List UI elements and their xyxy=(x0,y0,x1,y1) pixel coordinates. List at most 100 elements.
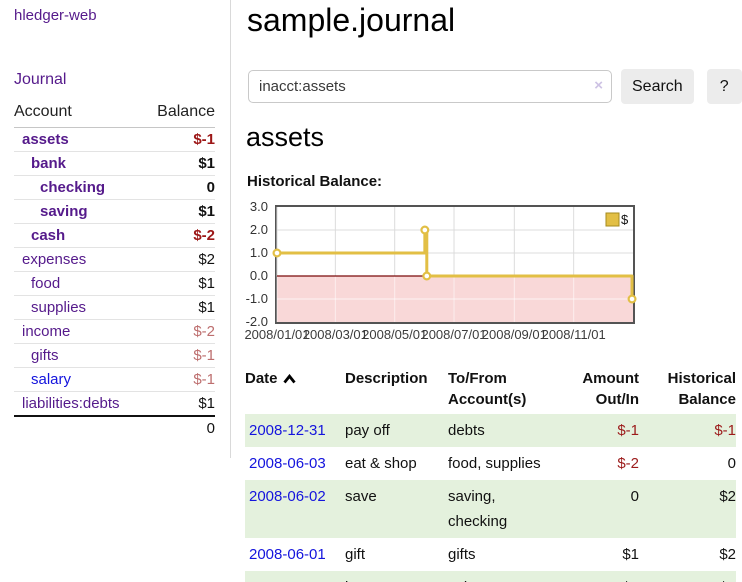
balance-chart[interactable]: $ xyxy=(272,205,637,324)
account-link-gifts[interactable]: gifts xyxy=(31,347,59,364)
transaction-balance: $2 xyxy=(719,546,736,563)
y-tick-label: 1.0 xyxy=(249,245,268,260)
transaction-description: gift xyxy=(345,546,366,563)
transaction-date-link[interactable]: 2008-06-02 xyxy=(249,488,326,505)
account-link-assets[interactable]: assets xyxy=(22,131,69,148)
search-box: × xyxy=(248,70,612,103)
sidebar-item-journal[interactable]: Journal xyxy=(14,71,67,88)
account-balance: $-2 xyxy=(143,223,215,248)
transaction-accounts: salary xyxy=(448,571,558,582)
header-line: Amount xyxy=(582,370,639,387)
register-date-cell: 2008-06-01 xyxy=(245,538,345,571)
accounts-table: Account Balance assets $-1 bank $1 checking 0… xyxy=(14,101,215,440)
account-balance: $-1 xyxy=(143,127,215,152)
header-line: Description xyxy=(345,370,428,387)
accounts-header-account: Account xyxy=(14,101,144,128)
account-line: gifts xyxy=(448,546,476,563)
account-balance: 0 xyxy=(143,175,215,200)
account-name-cell: checking xyxy=(14,175,144,200)
account-balance: $1 xyxy=(143,295,215,320)
accounts-total-spacer xyxy=(14,415,144,440)
account-row: saving $1 xyxy=(14,199,215,224)
chart-legend: $ xyxy=(605,212,629,227)
account-link-checking[interactable]: checking xyxy=(40,179,106,196)
accounts-header-balance: Balance xyxy=(143,101,215,128)
accounts-header-row: Account Balance xyxy=(14,101,215,128)
account-link-supplies[interactable]: supplies xyxy=(31,299,87,316)
register-date-cell: 2008-06-02 xyxy=(245,480,345,538)
account-name-cell: bank xyxy=(14,151,144,176)
account-line: saving, xyxy=(448,488,496,505)
account-row: supplies $1 xyxy=(14,295,215,320)
account-row: assets $-1 xyxy=(14,127,215,152)
account-link-income[interactable]: income xyxy=(22,323,71,340)
account-name-cell: income xyxy=(14,319,144,344)
sidebar: hledger-web Journal Account Balance asse… xyxy=(0,0,231,458)
account-link-liabilities-debts[interactable]: liabilities:debts xyxy=(22,395,120,412)
transaction-date-link[interactable]: 2008-01-01 xyxy=(249,579,326,582)
brand-link[interactable]: hledger-web xyxy=(14,7,97,24)
transaction-accounts: debts xyxy=(448,414,558,447)
transaction-description: income xyxy=(345,571,448,582)
transaction-accounts: saving, checking xyxy=(448,480,558,538)
account-heading: assets xyxy=(246,122,325,152)
account-balance: $1 xyxy=(143,391,215,417)
transaction-amount: $-1 xyxy=(617,422,639,439)
register-date-cell: 2008-01-01 xyxy=(245,571,345,582)
transaction-accounts: gifts xyxy=(448,538,558,571)
account-link-salary[interactable]: salary xyxy=(31,371,72,388)
account-balance: $-1 xyxy=(143,367,215,392)
transaction-balance: 0 xyxy=(727,455,736,472)
register-row: 2008-01-01incomesalary$1$1 xyxy=(245,571,736,582)
header-line: To/From xyxy=(448,370,507,387)
transaction-accounts: food, supplies xyxy=(448,447,558,480)
account-row: salary $-1 xyxy=(14,367,215,392)
account-name-cell: saving xyxy=(14,199,144,224)
account-name-cell: assets xyxy=(14,127,144,152)
transaction-date-link[interactable]: 2008-06-03 xyxy=(249,455,326,472)
register-date-cell: 2008-12-31 xyxy=(245,414,345,447)
account-link-bank[interactable]: bank xyxy=(31,155,67,172)
register-header-to-from-account-s: To/From Account(s) xyxy=(448,364,558,414)
account-name-cell: cash xyxy=(14,223,144,248)
transaction-date-link[interactable]: 2008-06-01 xyxy=(249,546,326,563)
register-row: 2008-06-02 save saving, checking 0 $2 xyxy=(245,480,736,538)
y-tick-label: -2.0 xyxy=(245,314,268,329)
transaction-balance: $2 xyxy=(719,488,736,505)
header-line: Account(s) xyxy=(448,391,527,408)
transaction-balance: $-1 xyxy=(714,422,736,439)
account-balance: $1 xyxy=(143,271,215,296)
sort-asc-icon xyxy=(282,373,296,384)
transaction-date-link[interactable]: 2008-12-31 xyxy=(249,422,326,439)
register-row: 2008-12-31 pay off debts $-1 $-1 xyxy=(245,414,736,447)
accounts-total-row: 0 xyxy=(14,415,215,440)
transaction-amount: $-2 xyxy=(617,455,639,472)
register-date-cell: 2008-06-03 xyxy=(245,447,345,480)
search-button[interactable]: Search xyxy=(621,69,694,104)
search-input[interactable] xyxy=(248,70,612,103)
register-header-row: Date Description To/From Account(s) Amount Ou… xyxy=(245,364,736,414)
account-link-expenses[interactable]: expenses xyxy=(22,251,87,268)
account-link-food[interactable]: food xyxy=(31,275,61,292)
account-balance: $-2 xyxy=(143,319,215,344)
account-row: liabilities:debts $1 xyxy=(14,391,215,417)
svg-text:$: $ xyxy=(621,212,629,227)
y-tick-label: -1.0 xyxy=(245,291,268,306)
x-tick-label: 2008/09/01 xyxy=(481,327,547,342)
account-row: checking 0 xyxy=(14,175,215,200)
clear-search-icon[interactable]: × xyxy=(594,77,603,94)
account-link-saving[interactable]: saving xyxy=(40,203,88,220)
account-row: expenses $2 xyxy=(14,247,215,272)
y-tick-label: 2.0 xyxy=(249,222,268,237)
account-balance: $2 xyxy=(143,247,215,272)
chart-title: Historical Balance: xyxy=(247,173,383,190)
account-line: debts xyxy=(448,422,485,439)
account-row: food $1 xyxy=(14,271,215,296)
header-line: Date xyxy=(245,368,345,389)
y-tick-label: 0.0 xyxy=(249,268,268,283)
search-form: × Search ? xyxy=(248,69,742,104)
help-button[interactable]: ? xyxy=(706,69,742,104)
account-link-cash[interactable]: cash xyxy=(31,227,66,244)
register-header-date[interactable]: Date xyxy=(245,364,345,414)
account-line: checking xyxy=(448,513,508,530)
